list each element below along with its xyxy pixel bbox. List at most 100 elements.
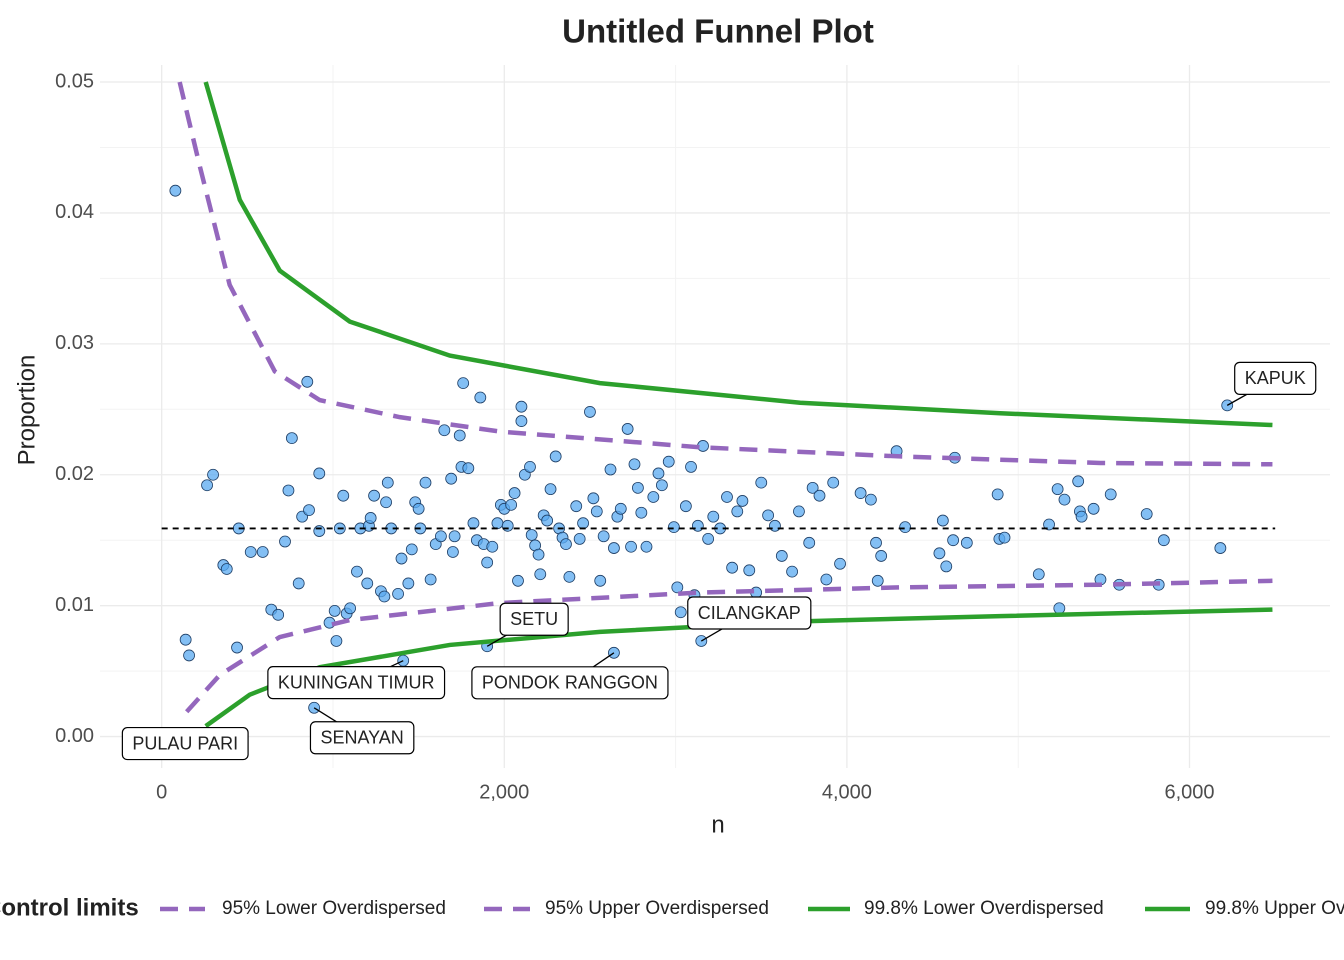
- data-point: [481, 556, 494, 569]
- data-point: [871, 574, 884, 587]
- data-point: [936, 514, 949, 527]
- data-point: [679, 500, 692, 513]
- data-point: [691, 519, 704, 532]
- data-point: [1032, 568, 1045, 581]
- y-tick-label: 0.02: [55, 463, 94, 485]
- data-point: [947, 534, 960, 547]
- data-point: [272, 608, 285, 621]
- data-point: [501, 519, 514, 532]
- data-point: [378, 590, 391, 603]
- data-point: [991, 488, 1004, 501]
- data-point: [793, 505, 805, 518]
- data-point: [563, 570, 576, 583]
- legend-label: 99.8% Upper Overdispersed: [1205, 898, 1344, 919]
- y-axis-title: Proportion: [13, 355, 40, 466]
- data-point: [207, 468, 219, 481]
- data-point: [330, 635, 343, 647]
- data-point: [597, 530, 610, 543]
- data-point: [632, 481, 644, 494]
- data-point: [594, 574, 607, 587]
- data-point: [256, 546, 269, 558]
- data-point: [395, 552, 408, 565]
- data-point: [608, 542, 620, 554]
- data-point: [220, 563, 233, 575]
- data-point: [762, 509, 775, 522]
- data-point: [303, 504, 315, 517]
- data-point: [453, 429, 466, 442]
- data-point: [813, 489, 826, 502]
- data-point: [292, 577, 305, 590]
- data-point: [486, 540, 499, 553]
- data-point: [467, 517, 480, 530]
- x-tick-label: 4,000: [822, 781, 872, 803]
- data-point: [524, 461, 536, 473]
- data-point: [361, 577, 374, 590]
- data-point: [1075, 510, 1088, 523]
- data-point: [474, 391, 487, 404]
- control-limit: [204, 607, 1273, 728]
- data-point: [544, 483, 557, 496]
- data-point: [998, 531, 1011, 544]
- annotation-box: [687, 596, 812, 630]
- data-point: [438, 424, 451, 437]
- control-limit: [177, 81, 1273, 467]
- data-point: [1072, 475, 1085, 488]
- data-point: [351, 565, 363, 578]
- data-point: [604, 463, 617, 476]
- data-point: [1104, 488, 1117, 501]
- data-point: [301, 375, 314, 388]
- data-point: [244, 546, 257, 558]
- data-point: [671, 581, 684, 594]
- data-point: [560, 538, 572, 551]
- data-point: [899, 521, 912, 534]
- data-point: [515, 415, 528, 427]
- data-point: [1214, 542, 1227, 554]
- data-point: [1051, 483, 1064, 496]
- data-point: [448, 530, 461, 543]
- data-point: [584, 406, 596, 418]
- data-point: [282, 484, 295, 497]
- data-point: [313, 525, 326, 537]
- data-point: [933, 547, 946, 560]
- x-axis-title: n: [711, 811, 724, 838]
- data-point: [587, 492, 600, 505]
- data-point: [820, 573, 833, 586]
- x-tick-label: 6,000: [1164, 781, 1214, 803]
- data-point: [368, 489, 380, 502]
- data-point: [806, 481, 819, 494]
- data-point: [625, 540, 637, 553]
- data-point: [337, 489, 350, 502]
- data-point: [1043, 518, 1055, 531]
- data-point: [864, 493, 877, 506]
- legend-title: Control limits: [0, 894, 139, 921]
- y-tick-label: 0.04: [55, 201, 94, 223]
- data-point: [1157, 534, 1170, 547]
- data-point: [960, 536, 973, 549]
- data-point: [446, 546, 459, 558]
- data-point: [702, 533, 715, 545]
- data-point: [875, 550, 888, 562]
- data-point: [736, 495, 749, 507]
- data-point: [647, 491, 660, 503]
- y-tick-label: 0.05: [55, 70, 94, 92]
- data-point: [685, 461, 697, 473]
- annotation-label: KUNINGAN TIMUR: [278, 672, 435, 692]
- x-tick-label: 0: [156, 781, 167, 803]
- data-point: [491, 517, 504, 530]
- data-point: [1087, 502, 1100, 515]
- data-point: [577, 517, 589, 530]
- annotation-box: [499, 602, 569, 636]
- data-point: [707, 510, 720, 523]
- data-point: [344, 602, 357, 615]
- data-point: [532, 548, 545, 561]
- data-point: [655, 479, 668, 492]
- data-point: [515, 400, 528, 413]
- data-point: [628, 458, 641, 471]
- data-point: [201, 479, 213, 492]
- annotation-box: [309, 721, 415, 755]
- data-point: [541, 514, 554, 527]
- data-point: [1053, 602, 1066, 615]
- data-point: [402, 577, 415, 590]
